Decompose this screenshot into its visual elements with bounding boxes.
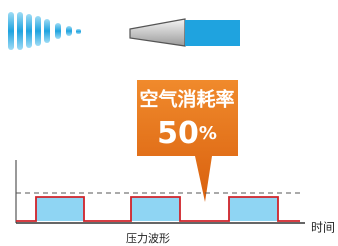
callout: 空气消耗率 50% [137,80,238,202]
caption: 压力波形 [126,232,170,245]
x-label: 时间 [311,221,335,235]
callout-title: 空气消耗率 [139,88,234,111]
spray [8,12,81,50]
unit: % [199,123,217,144]
nozzle [130,19,240,46]
diagram: 空气消耗率 50% 时间 压力波形 [0,0,338,246]
value: 50 [157,116,199,151]
waveform: 时间 压力波形 [16,160,335,245]
